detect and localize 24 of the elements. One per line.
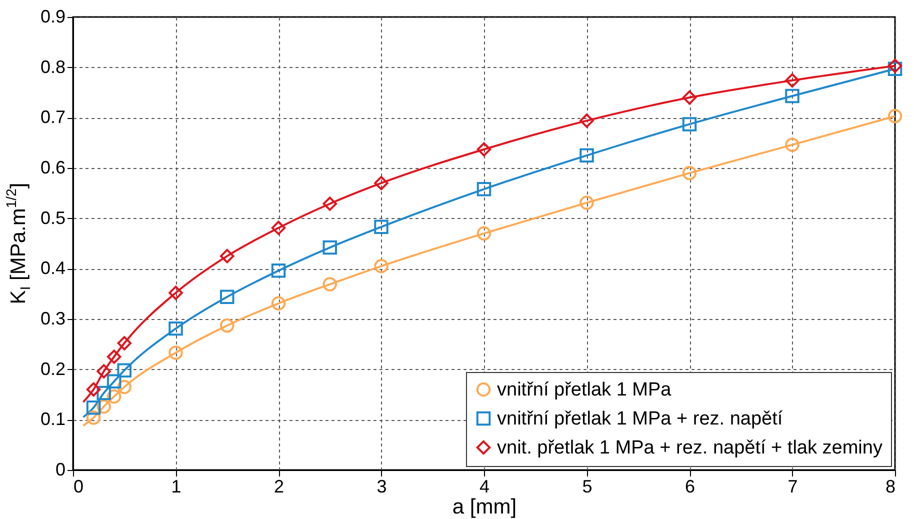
x-tick-label: 4	[479, 476, 490, 496]
y-tick-label: 0.8	[40, 56, 66, 77]
x-tick-label: 0	[74, 476, 84, 496]
legend-label: vnitřní přetlak 1 MPa	[497, 380, 672, 400]
y-axis-title: KI [MPa.m1/2]	[3, 182, 33, 304]
legend-label: vnit. přetlak 1 MPa + rez. napětí + tlak zeminy	[497, 438, 883, 458]
legend-label: vnitřní přetlak 1 MPa + rez. napětí	[497, 408, 784, 430]
x-axis-title: a [mm]	[452, 496, 517, 518]
y-tick-label: 0	[55, 460, 66, 480]
y-tick-label: 0.3	[40, 308, 66, 328]
y-tick-label: 0.9	[40, 6, 66, 26]
x-tick-label: 8	[885, 476, 896, 496]
y-tick-label: 0.6	[40, 158, 66, 178]
x-tick-label: 5	[582, 476, 592, 496]
y-tick-label: 0.4	[40, 258, 66, 278]
x-tick-label: 7	[788, 476, 798, 496]
y-tick-label: 0.7	[40, 107, 66, 128]
y-tick-label: 0.1	[40, 409, 66, 430]
y-tick-label: 0.5	[40, 208, 66, 228]
x-tick-label: 6	[684, 476, 696, 496]
x-tick-label: 2	[274, 476, 284, 496]
y-tick-label: 0.2	[40, 358, 66, 379]
x-tick-label: 1	[171, 476, 182, 496]
x-tick-label: 3	[376, 476, 387, 496]
